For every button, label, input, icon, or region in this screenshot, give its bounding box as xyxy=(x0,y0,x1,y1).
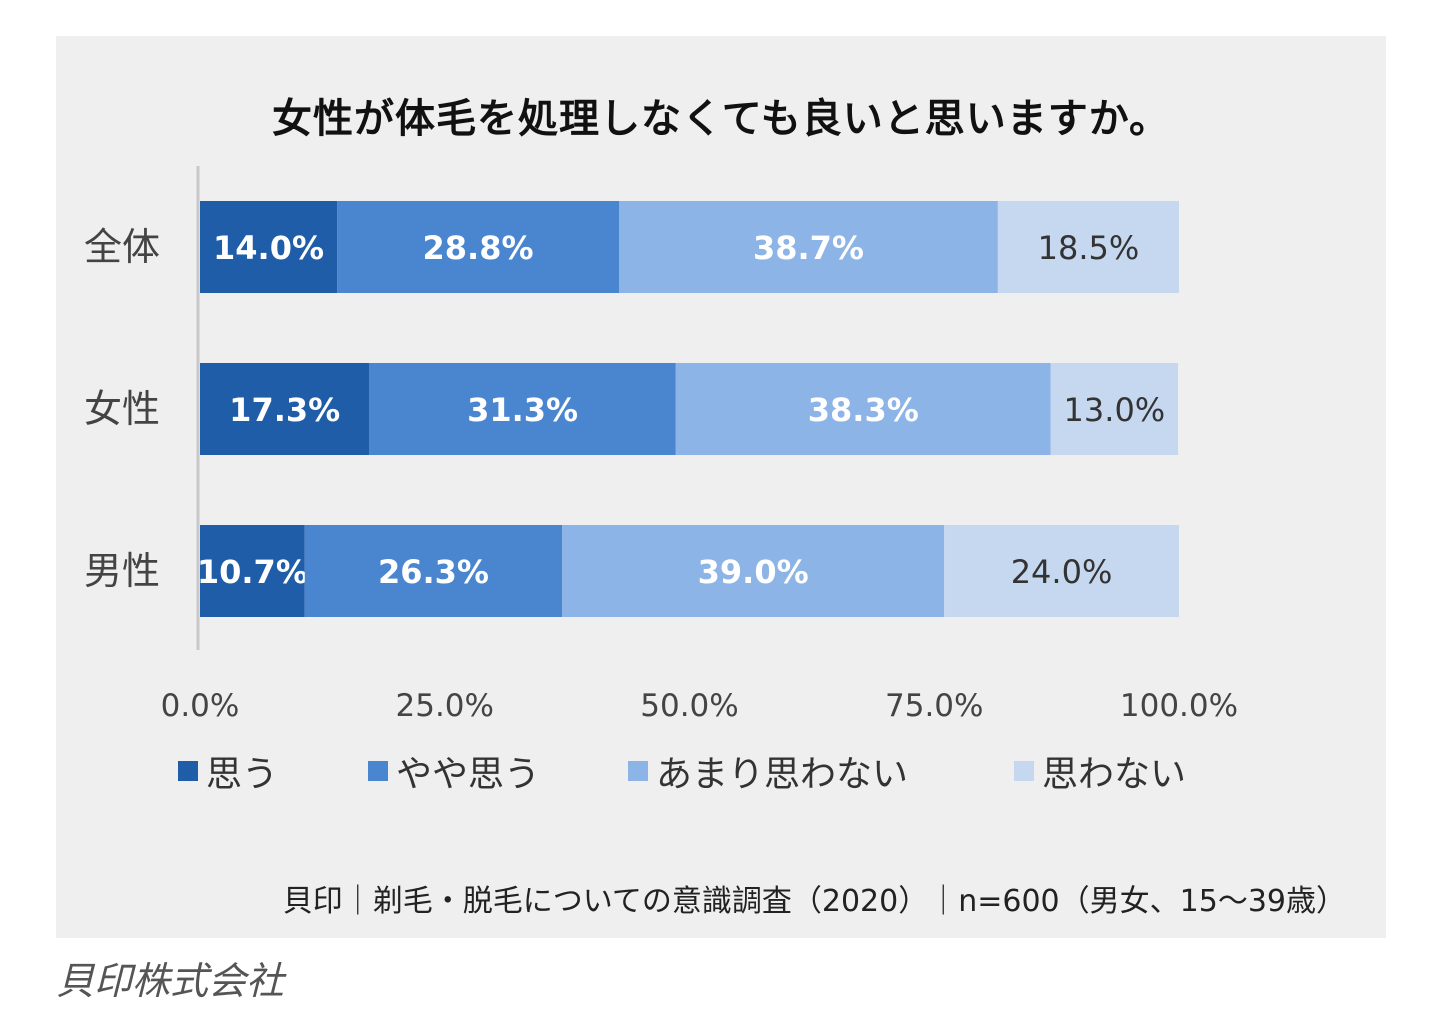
legend-swatch xyxy=(628,761,648,781)
data-label: 24.0% xyxy=(1011,553,1113,591)
bar-segment xyxy=(997,201,1179,293)
chart-panel: 女性が体毛を処理しなくても良いと思いますか。 全体 14.0% 28.8% 38.7%… xyxy=(56,36,1386,938)
legend-item: あまり思わない xyxy=(628,746,908,796)
bar-segment xyxy=(304,525,563,617)
bar-segment xyxy=(200,363,370,455)
legend-item: やや思う xyxy=(368,746,540,796)
bar-segment xyxy=(944,525,1179,617)
category-label: 男性 xyxy=(84,549,160,593)
data-label: 13.0% xyxy=(1064,391,1166,429)
legend-item: 思う xyxy=(178,746,278,796)
legend-label: やや思う xyxy=(396,754,541,795)
chart-legend: 思う やや思う あまり思わない 思わない xyxy=(178,746,1278,796)
bar-segment xyxy=(562,525,945,617)
x-tick-label: 75.0% xyxy=(885,688,983,724)
bar-segment xyxy=(1050,363,1179,455)
bar-segment xyxy=(200,201,338,293)
data-label: 31.3% xyxy=(467,391,578,429)
legend-swatch xyxy=(368,761,388,781)
data-label: 14.0% xyxy=(213,229,324,267)
stacked-bar-chart: 全体 14.0% 28.8% 38.7% 18.5% 女性 17.3% 31.3% 38.3% 1… xyxy=(84,166,1238,724)
legend-swatch xyxy=(1014,761,1034,781)
data-label: 39.0% xyxy=(698,553,809,591)
legend-label: 思う xyxy=(206,754,279,795)
data-label: 26.3% xyxy=(378,553,489,591)
legend-item: 思わない xyxy=(1014,746,1186,796)
chart-title: 女性が体毛を処理しなくても良いと思いますか。 xyxy=(272,96,1170,142)
data-label: 17.3% xyxy=(229,391,340,429)
legend-swatch xyxy=(178,761,198,781)
bar-segment xyxy=(369,363,676,455)
category-label: 全体 xyxy=(84,225,160,269)
data-label: 10.7% xyxy=(197,553,308,591)
data-label: 28.8% xyxy=(423,229,534,267)
x-tick-label: 50.0% xyxy=(640,688,738,724)
x-tick-label: 25.0% xyxy=(396,688,494,724)
data-label: 38.7% xyxy=(753,229,864,267)
bar-segment xyxy=(675,363,1051,455)
image-credit: 貝印株式会社 xyxy=(56,959,285,1003)
category-label: 女性 xyxy=(84,387,160,431)
source-note: 貝印｜剃毛・脱毛についての意識調査（2020）｜n=600（男女、15〜39歳） xyxy=(282,884,1346,919)
bar-segment xyxy=(619,201,998,293)
data-label: 38.3% xyxy=(808,391,919,429)
x-tick-label: 0.0% xyxy=(161,688,240,724)
data-label: 18.5% xyxy=(1038,229,1140,267)
legend-label: あまり思わない xyxy=(656,754,909,795)
legend-label: 思わない xyxy=(1042,754,1187,795)
bar-segment xyxy=(200,525,305,617)
bar-segment xyxy=(337,201,620,293)
x-tick-label: 100.0% xyxy=(1120,688,1238,724)
